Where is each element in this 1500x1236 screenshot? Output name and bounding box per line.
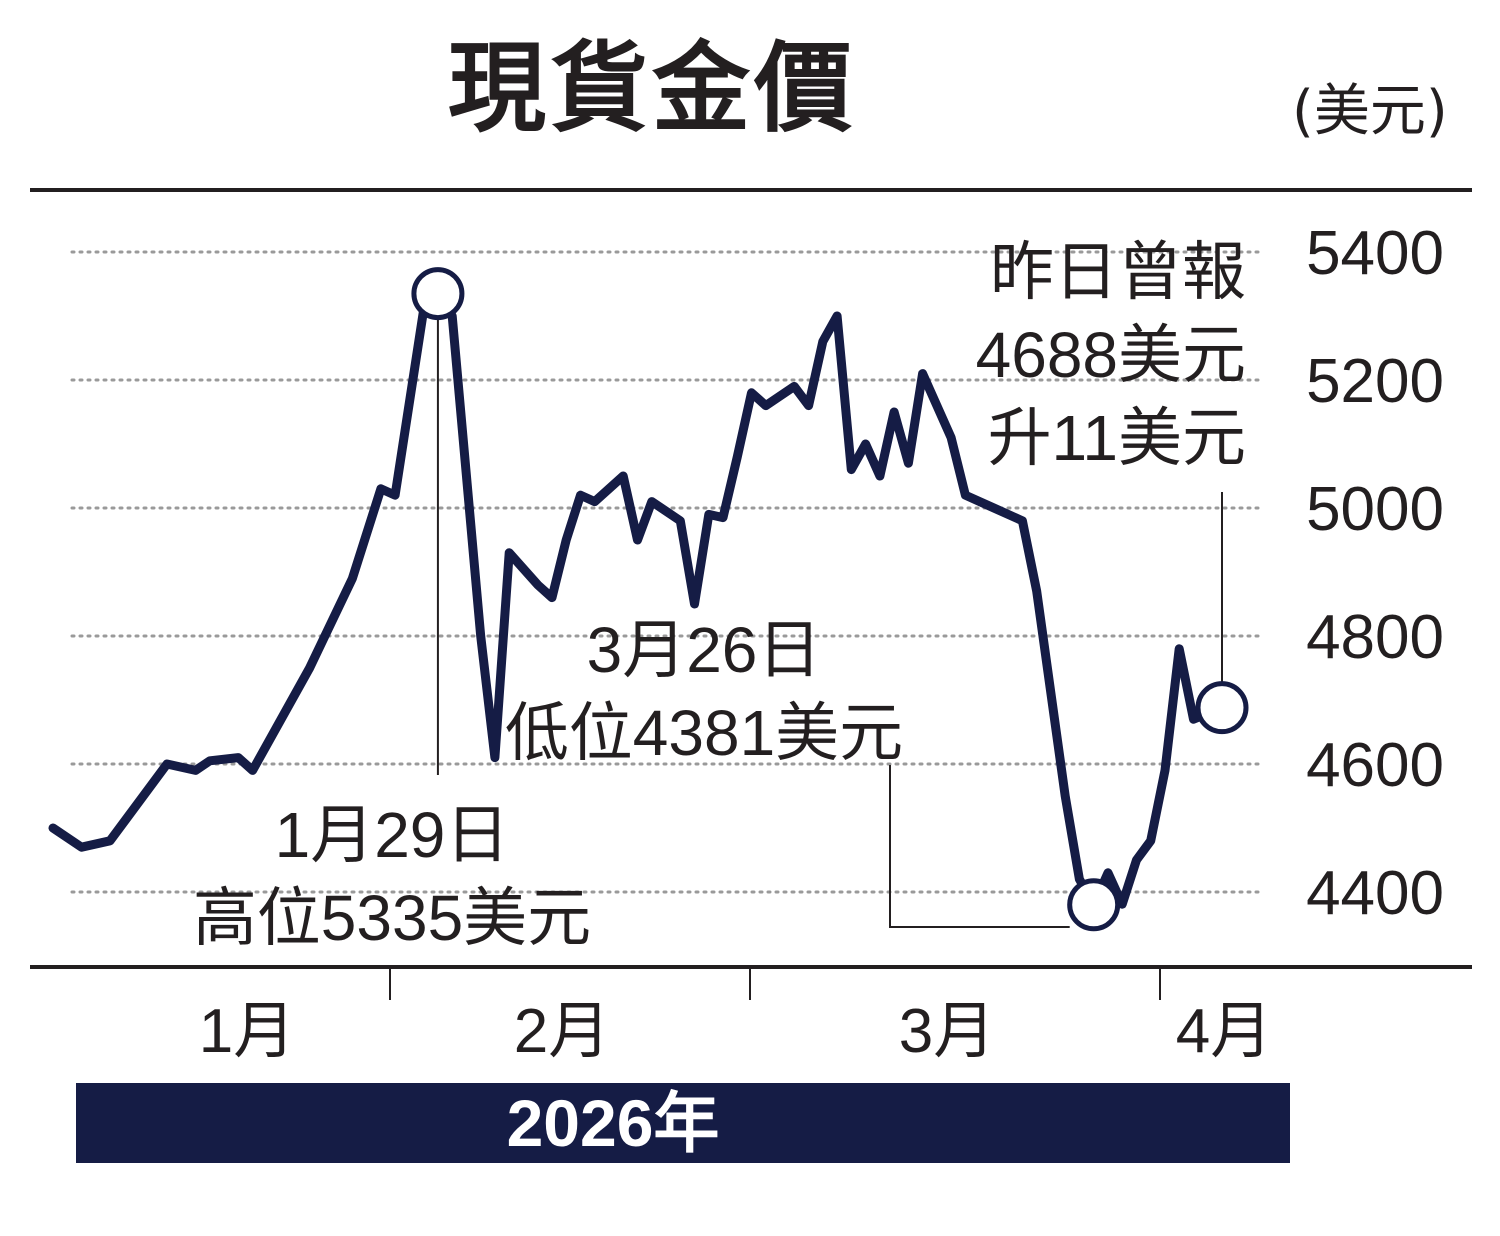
annotation-line: 昨日曾報 xyxy=(990,236,1246,308)
y-tick-label: 5000 xyxy=(1306,475,1444,544)
y-tick-label: 4600 xyxy=(1306,731,1444,800)
annotation-line: 4688美元 xyxy=(976,319,1246,391)
x-tick-label: 2月 xyxy=(514,997,610,1066)
leader-low xyxy=(889,765,1070,928)
y-tick-labels: 5400 5200 5000 4800 4600 4400 xyxy=(1306,219,1444,928)
y-tick-label: 5200 xyxy=(1306,347,1444,416)
year-banner: 2026年 xyxy=(76,1083,1290,1163)
x-tick-label: 1月 xyxy=(199,997,295,1066)
annotation-line: 1月29日 xyxy=(275,799,510,871)
year-label: 2026年 xyxy=(506,1086,720,1160)
chart-title: 現貨金價 xyxy=(448,32,857,146)
price-series xyxy=(48,289,1227,910)
price-line xyxy=(48,289,1227,910)
annotation-line: 低位4381美元 xyxy=(505,697,903,769)
marker-high xyxy=(411,267,465,321)
annotation-line: 3月26日 xyxy=(587,614,822,686)
annotation-leaders xyxy=(436,317,1223,928)
y-tick-label: 5400 xyxy=(1306,219,1444,288)
annotation-markers xyxy=(411,267,1249,932)
annotation-line: 高位5335美元 xyxy=(193,882,591,954)
x-tick-labels: 1月 2月 3月 4月 xyxy=(199,997,1272,1066)
x-tick-label: 4月 xyxy=(1176,997,1272,1066)
x-tick-label: 3月 xyxy=(899,997,995,1066)
marker-low xyxy=(1067,878,1121,932)
annotation-line: 升11美元 xyxy=(988,402,1246,474)
unit-label: (美元) xyxy=(1292,79,1448,144)
marker-latest xyxy=(1195,681,1249,735)
y-tick-label: 4400 xyxy=(1306,859,1444,928)
y-tick-label: 4800 xyxy=(1306,603,1444,672)
month-dividers xyxy=(389,967,1161,1000)
